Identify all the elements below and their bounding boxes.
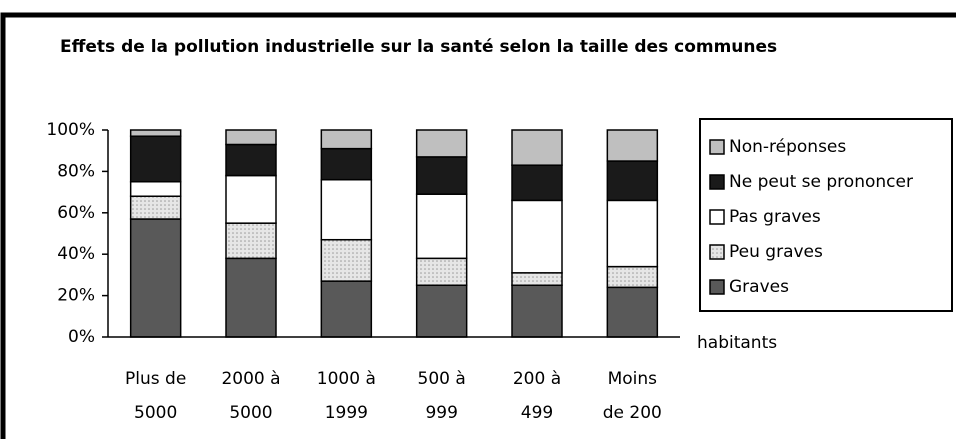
bar-segment — [606, 265, 659, 289]
legend-label: Peu graves — [729, 242, 823, 262]
bar-segment — [225, 257, 277, 338]
bar-segment — [511, 199, 563, 274]
bar-segment — [415, 284, 468, 338]
bar-segment — [511, 129, 563, 166]
bar-segment — [225, 143, 277, 177]
x-tick-label: 1000 à — [317, 369, 376, 389]
bar-segment — [225, 222, 277, 260]
bar-segment — [606, 286, 659, 338]
bar-segment — [225, 129, 277, 146]
x-tick-label: 1999 — [325, 403, 368, 423]
frame — [0, 12, 956, 439]
x-tick-label: 2000 à — [221, 369, 280, 389]
y-tick-label: 100% — [46, 120, 95, 140]
legend-label: Graves — [729, 277, 789, 297]
legend-label: Ne peut se prononcer — [729, 172, 913, 192]
y-tick-label: 0% — [68, 327, 95, 347]
legend-swatch — [709, 139, 725, 155]
x-tick-label: Plus de — [125, 369, 186, 389]
y-tick-label: 40% — [57, 244, 95, 264]
legend — [699, 118, 953, 312]
x-tick-label: 999 — [425, 403, 457, 423]
x-tick-label: de 200 — [603, 403, 662, 423]
bar-segment — [511, 272, 563, 286]
bar-segment — [606, 129, 659, 162]
bar-segment — [606, 160, 659, 202]
chart-title: Effets de la pollution industrielle sur … — [60, 37, 777, 57]
x-tick-label: 500 à — [418, 369, 466, 389]
bar-segment — [129, 218, 182, 338]
bar-segment — [415, 257, 468, 286]
legend-label: Non-réponses — [729, 137, 846, 157]
bar-segment — [415, 156, 468, 195]
bar-segment — [129, 135, 182, 183]
bar-segment — [606, 199, 659, 268]
bar-segment — [129, 129, 182, 137]
bar-segment — [415, 129, 468, 158]
bar-segment — [129, 181, 182, 197]
x-tick-label: 5000 — [229, 403, 272, 423]
bar-segment — [415, 193, 468, 260]
x-tick-label: 200 à — [513, 369, 561, 389]
y-tick-label: 80% — [57, 161, 95, 181]
legend-swatch — [709, 244, 725, 260]
x-tick-label: 5000 — [134, 403, 177, 423]
bar-segment — [511, 164, 563, 202]
y-tick-label: 20% — [57, 286, 95, 306]
bar-segment — [129, 195, 182, 220]
bar-segment — [320, 178, 373, 241]
bar-segment — [320, 280, 373, 338]
bar-segment — [320, 129, 373, 150]
legend-label: Pas graves — [729, 207, 821, 227]
legend-swatch — [709, 209, 725, 225]
bar-segment — [511, 284, 563, 338]
x-axis-label: habitants — [697, 333, 777, 353]
bar-segment — [320, 238, 373, 282]
y-tick-label: 60% — [57, 203, 95, 223]
legend-swatch — [709, 174, 725, 190]
legend-swatch — [709, 279, 725, 295]
bar-segment — [320, 147, 373, 181]
x-tick-label: 499 — [521, 403, 553, 423]
x-tick-label: Moins — [608, 369, 658, 389]
bar-segment — [225, 174, 277, 224]
